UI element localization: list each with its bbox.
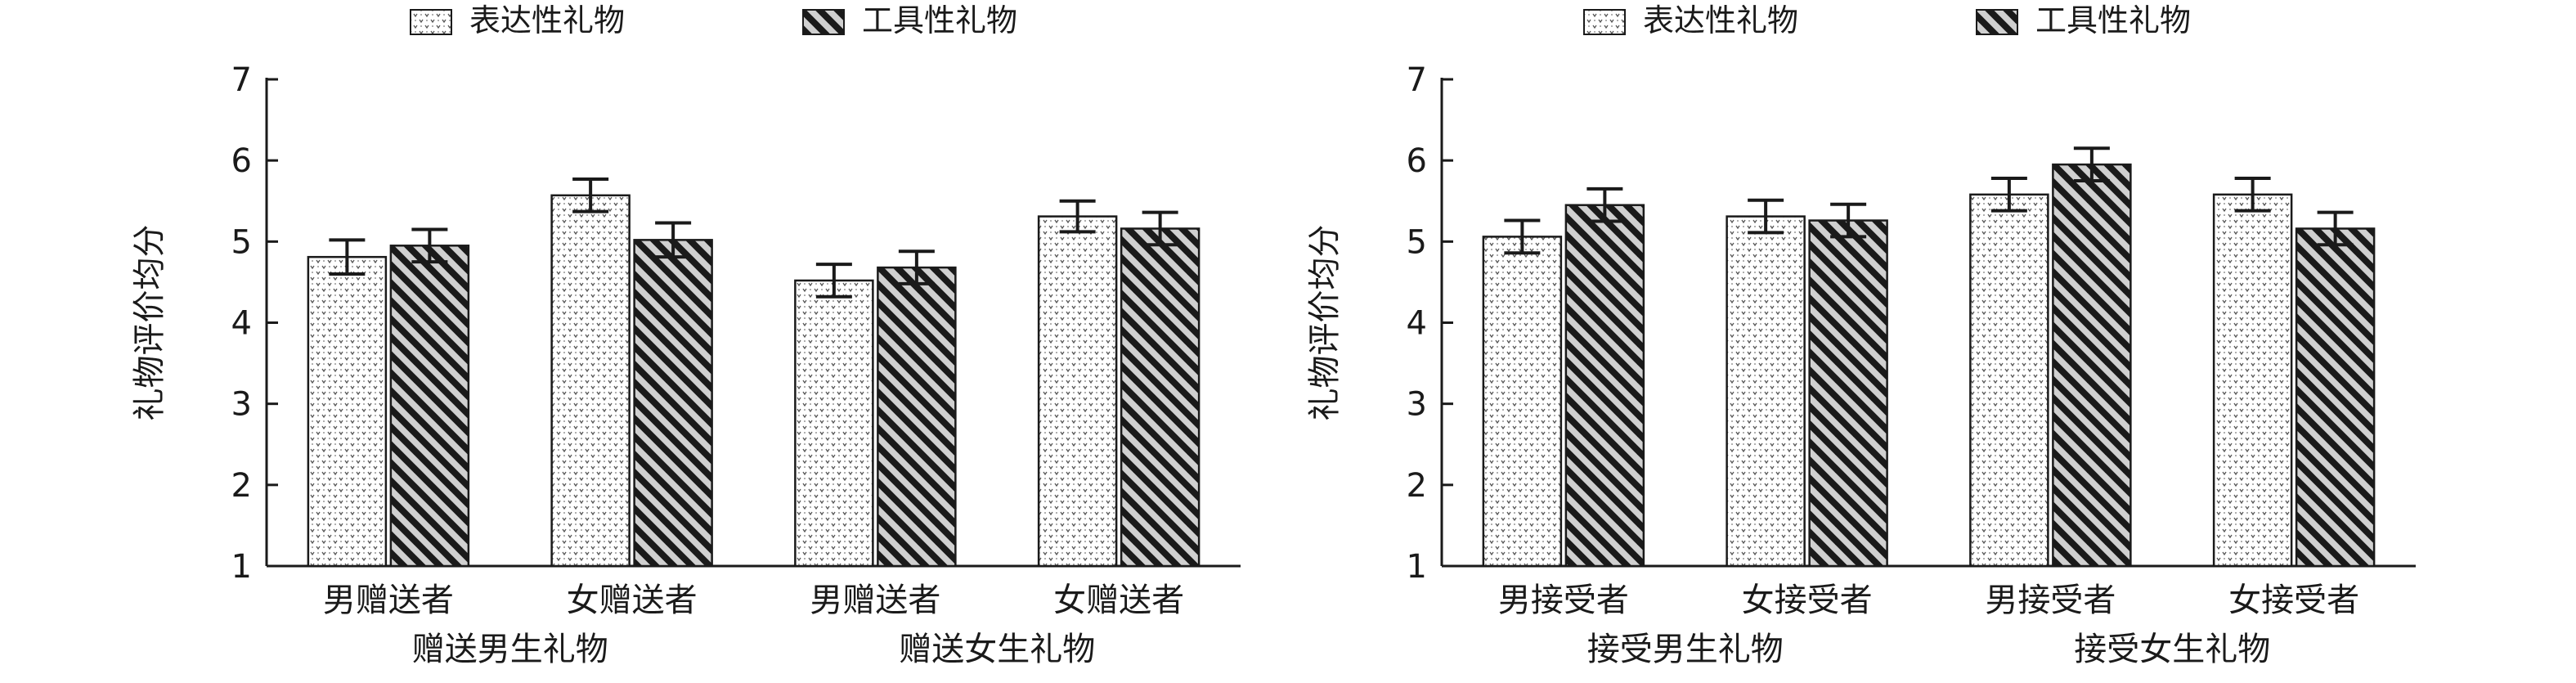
bar-2-3 [877,266,957,568]
bar-1-4 [2212,193,2293,568]
bar-2-2 [1808,219,1888,568]
legend-swatch-2 [802,9,845,35]
y-tick-label-4: 4 [231,305,252,343]
x-tick-label-2: 女接受者 [1742,582,1873,619]
bar-2-1 [1564,204,1645,568]
x-tick-label-4: 女接受者 [2228,582,2359,619]
x-tick-label-2: 女赠送者 [567,582,698,619]
y-tick-label-5: 5 [231,223,252,261]
x-tick-label-3: 男赠送者 [810,582,940,619]
bar-1-1 [1482,236,1563,568]
bar-1-1 [307,255,388,568]
y-axis-title: 礼物评价均分 [1306,225,1344,421]
y-tick-label-2: 2 [231,467,252,505]
group-label-1: 接受男生礼物 [1587,631,1784,668]
bar-1-4 [1037,215,1118,568]
legend-label-1: 表达性礼物 [469,2,625,38]
y-tick-label-7: 7 [231,61,252,99]
y-tick-label-7: 7 [1407,61,1427,99]
legend-label-2: 工具性礼物 [2035,2,2191,38]
y-axis-title: 礼物评价均分 [131,225,168,421]
y-tick-label-6: 6 [1407,142,1427,180]
legend-swatch-1 [1583,9,1626,35]
bar-2-2 [633,239,713,568]
bar-1-3 [794,279,874,568]
y-tick-label-1: 1 [231,548,252,586]
bar-1-3 [1969,193,2049,568]
x-tick-label-3: 男接受者 [1985,582,2116,619]
y-tick-label-4: 4 [1407,305,1427,343]
bar-2-1 [389,245,470,568]
y-tick-label-2: 2 [1407,467,1427,505]
bar-2-4 [2295,227,2376,568]
group-label-1: 赠送男生礼物 [412,631,608,668]
y-tick-label-3: 3 [1407,386,1427,424]
y-tick-label-6: 6 [231,142,252,180]
bar-1-2 [1726,215,1806,568]
y-tick-label-1: 1 [1407,548,1427,586]
bar-2-3 [2052,163,2132,568]
bar-1-2 [550,194,631,568]
group-label-2: 接受女生礼物 [2074,631,2270,668]
group-label-2: 赠送女生礼物 [899,631,1095,668]
legend-label-1: 表达性礼物 [1643,2,1798,38]
y-tick-label-3: 3 [231,386,252,424]
bar-2-4 [1120,227,1200,568]
legend-swatch-2 [1976,9,2018,35]
x-tick-label-1: 男赠送者 [323,582,454,619]
legend-label-2: 工具性礼物 [862,2,1017,38]
legend-swatch-1 [410,9,452,35]
x-tick-label-4: 女赠送者 [1053,582,1184,619]
x-tick-label-1: 男接受者 [1498,582,1629,619]
y-tick-label-5: 5 [1407,223,1427,261]
